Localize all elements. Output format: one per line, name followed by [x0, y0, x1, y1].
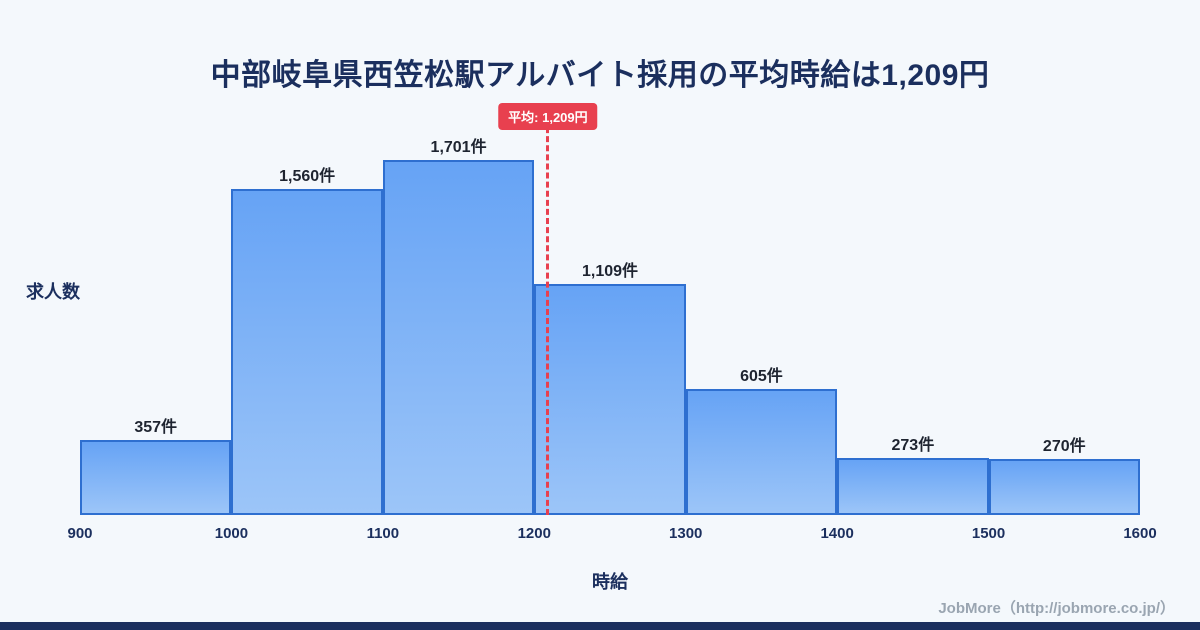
- x-tick-label: 900: [67, 525, 93, 542]
- x-tick-label: 1100: [366, 525, 400, 542]
- histogram-bar: [80, 440, 232, 515]
- histogram-bar: [382, 160, 535, 515]
- histogram-bar: [685, 388, 838, 515]
- average-line: [546, 118, 550, 515]
- histogram-bar: [534, 283, 686, 515]
- footer-credit: JobMore（http://jobmore.co.jp/）: [938, 600, 1175, 617]
- x-tick-label: 1400: [820, 525, 854, 542]
- histogram-bar: [231, 189, 383, 515]
- x-axis-label: 時給: [592, 572, 628, 592]
- chart-title: 中部岐阜県西笠松駅アルバイト採用の平均時給は1,209円: [210, 59, 990, 93]
- y-axis-label: 求人数: [26, 282, 80, 302]
- average-badge: 平均: 1,209円: [498, 103, 598, 130]
- histogram-bar: [988, 458, 1140, 515]
- bar-value-label: 1,560件: [279, 168, 336, 186]
- bar-value-label: 273件: [891, 437, 935, 455]
- x-tick-label: 1600: [1123, 525, 1157, 542]
- bottom-accent-strip: [0, 622, 1200, 630]
- x-tick-label: 1500: [971, 525, 1006, 542]
- bar-value-label: 1,109件: [581, 262, 639, 280]
- bar-value-label: 357件: [134, 419, 178, 437]
- x-tick-label: 1300: [669, 525, 703, 542]
- x-tick-label: 1200: [517, 525, 551, 542]
- bar-value-label: 1,701件: [430, 139, 487, 156]
- bar-value-label: 605件: [740, 367, 783, 385]
- bar-value-label: 270件: [1042, 437, 1086, 455]
- histogram-bar: [837, 458, 989, 515]
- x-tick-label: 1000: [214, 525, 249, 542]
